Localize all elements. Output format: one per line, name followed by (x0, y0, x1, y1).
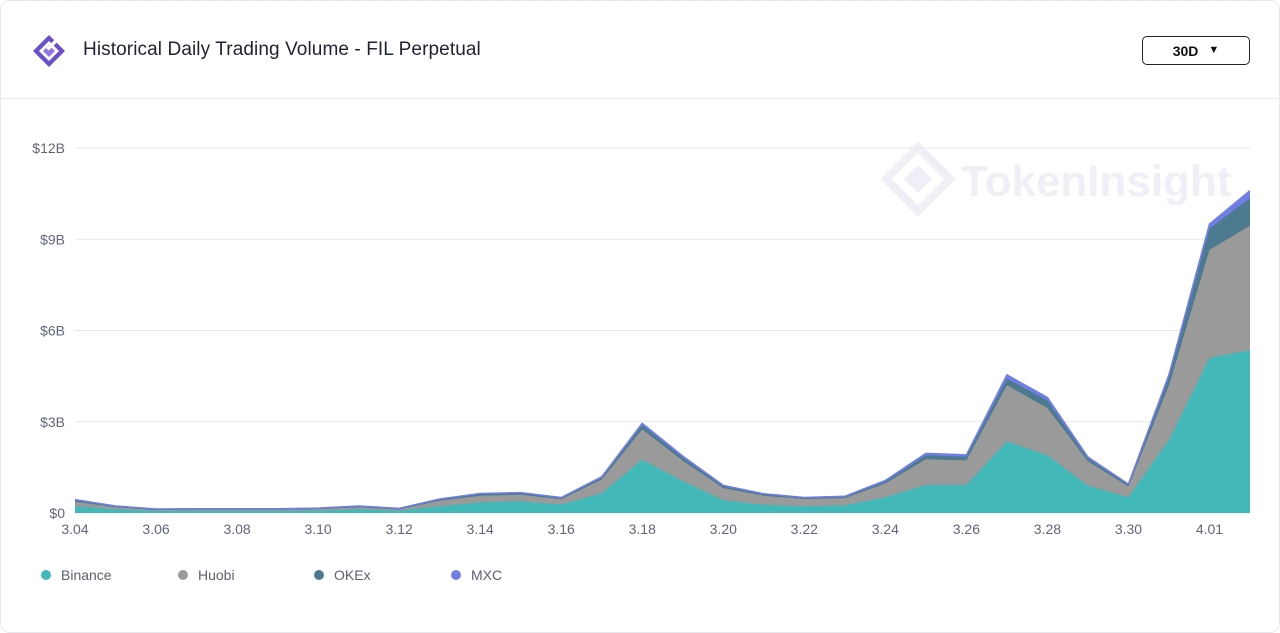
watermark-logo-icon (880, 141, 956, 217)
y-tick-label: $3B (40, 414, 65, 430)
time-range-dropdown[interactable]: 30D ▼ (1142, 36, 1250, 65)
y-tick-label: $6B (40, 323, 65, 339)
x-tick-label: 3.22 (791, 521, 818, 537)
line-mxc (74, 190, 1251, 510)
card-header: Historical Daily Trading Volume - FIL Pe… (1, 1, 1279, 99)
x-tick-label: 3.24 (872, 521, 899, 537)
legend-item-huobi[interactable]: Huobi (178, 567, 235, 583)
x-axis-labels: 3.04 3.06 3.08 3.10 3.12 3.14 3.16 3.18 3.20 3.22… (61, 521, 1223, 537)
time-range-label: 30D (1172, 42, 1199, 59)
x-tick-label: 3.26 (953, 521, 980, 537)
stacked-area-chart: TokenInsight $0$3B$6B$9B$12B 3.04 3.06 3.0… (32, 140, 1251, 537)
x-tick-label: 3.16 (548, 521, 575, 537)
legend-item-okex[interactable]: OKEx (314, 567, 371, 583)
x-tick-label: 3.08 (223, 521, 250, 537)
legend-dot-binance (41, 570, 51, 580)
x-tick-label: 3.14 (467, 521, 494, 537)
x-tick-label: 3.12 (386, 521, 413, 537)
legend-dot-mxc (451, 570, 461, 580)
x-tick-label: 3.28 (1034, 521, 1061, 537)
area-binance (75, 350, 1250, 513)
legend-item-binance[interactable]: Binance (41, 567, 112, 583)
legend-item-mxc[interactable]: MXC (451, 567, 502, 583)
legend-label-okex: OKEx (334, 567, 371, 583)
legend-label-mxc: MXC (471, 567, 503, 583)
x-tick-label: 3.04 (61, 521, 88, 537)
legend-label-binance: Binance (61, 567, 112, 583)
series-areas (74, 190, 1251, 513)
caret-down-icon: ▼ (1208, 44, 1220, 56)
x-tick-label: 3.18 (629, 521, 656, 537)
y-tick-label: $12B (32, 140, 65, 156)
legend-dot-okex (314, 570, 324, 580)
tokeninsight-logo-icon (33, 35, 65, 67)
x-tick-label: 3.20 (710, 521, 737, 537)
legend-label-huobi: Huobi (198, 567, 235, 583)
chart-title: Historical Daily Trading Volume - FIL Pe… (83, 39, 481, 60)
legend-dot-huobi (178, 570, 188, 580)
y-axis-labels: $0 $3B $6B $9B $12B (32, 140, 65, 521)
x-tick-label: 3.06 (142, 521, 169, 537)
watermark: TokenInsight (880, 141, 1232, 217)
area-huobi (75, 225, 1250, 511)
y-tick-label: $0 (49, 505, 65, 521)
x-tick-label: 3.30 (1115, 521, 1142, 537)
x-tick-label: 3.10 (304, 521, 331, 537)
x-tick-label: 4.01 (1196, 521, 1223, 537)
y-tick-label: $9B (40, 231, 65, 247)
watermark-text: TokenInsight (961, 157, 1232, 206)
